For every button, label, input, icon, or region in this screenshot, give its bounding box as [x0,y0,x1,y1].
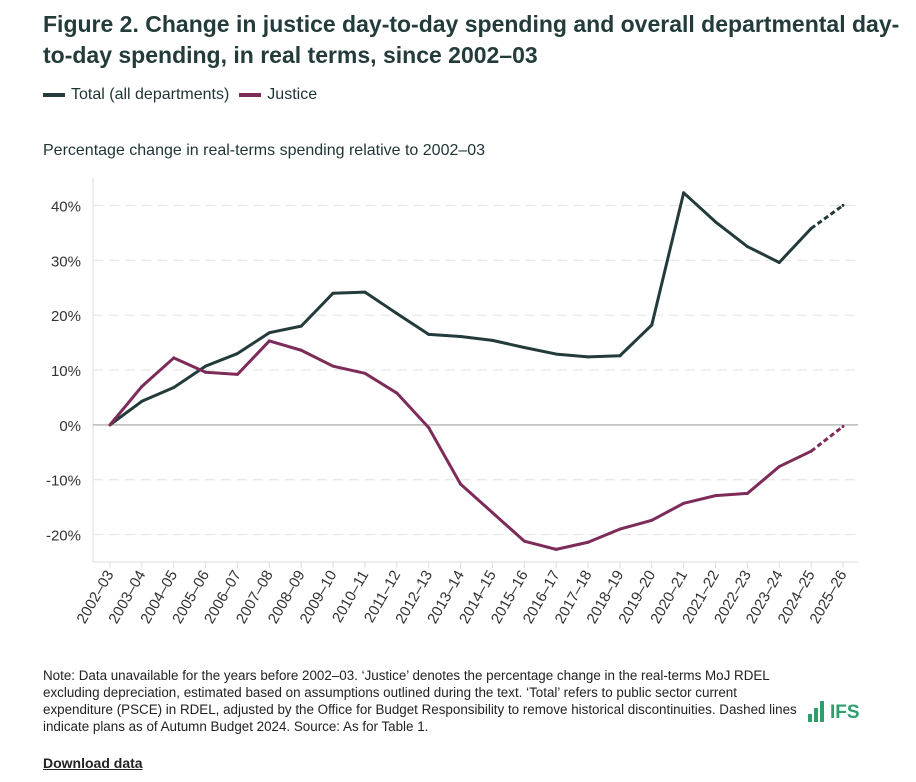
data-point-justice [235,372,239,376]
data-point-total [554,352,558,356]
data-point-justice [459,482,463,486]
y-axis-label: Percentage change in real-terms spending… [43,142,486,159]
data-point-justice [204,370,208,374]
data-point-total [299,324,303,328]
y-tick-label: 30% [51,253,81,270]
legend: Total (all departments) Justice [43,86,317,104]
data-point-justice [140,384,144,388]
data-point-total [331,291,335,295]
legend-label-total: Total (all departments) [71,86,230,103]
data-point-justice [745,491,749,495]
data-point-total [490,338,494,342]
y-tick-label: 0% [59,418,81,435]
data-point-justice [172,356,176,360]
data-point-total [522,346,526,350]
data-point-total [586,355,590,359]
data-point-justice [363,371,367,375]
legend-swatch-justice [239,93,262,97]
line-chart: -20%-10%0%10%20%30%40%2002–032003–042004… [46,178,858,627]
data-point-justice [108,423,112,427]
data-point-justice [427,426,431,430]
series-line-justice [108,339,812,551]
data-point-total [204,364,208,368]
data-point-total [363,290,367,294]
legend-swatch-total [43,93,65,97]
y-tick-label: 40% [51,198,81,215]
legend-item-total: Total (all departments) [43,86,229,104]
data-point-total [459,335,463,339]
legend-label-justice: Justice [267,86,318,103]
y-tick-label: 20% [51,308,81,325]
data-point-total [809,226,813,230]
data-point-total [682,191,686,195]
data-point-justice [490,511,494,515]
data-point-total [395,311,399,315]
data-point-justice [522,539,526,543]
ifs-logo: IFS [808,701,860,722]
data-point-justice [267,339,271,343]
data-point-justice [554,547,558,551]
data-point-justice [586,540,590,544]
y-tick-label: -10% [46,473,81,490]
data-point-total [172,386,176,390]
data-point-justice [841,425,845,429]
data-point-total [427,332,431,336]
data-point-justice [650,518,654,522]
y-tick-label: 10% [51,363,81,380]
figure-title: Figure 2. Change in justice day-to-day s… [43,11,900,68]
ifs-logo-text: IFS [830,702,860,723]
data-point-justice [714,494,718,498]
data-point-total [267,331,271,335]
series-dashed-total [810,204,844,230]
legend-item-justice: Justice [239,86,317,104]
figure-note: Note: Data unavailable for the years bef… [43,668,797,734]
data-point-justice [299,348,303,352]
data-point-justice [682,501,686,505]
data-point-justice [395,391,399,395]
data-point-justice [331,364,335,368]
y-tick-label: -20% [46,528,81,545]
data-point-justice [618,527,622,531]
data-point-total [745,245,749,249]
data-point-total [235,352,239,356]
data-point-total [618,354,622,358]
data-point-justice [809,449,813,453]
data-point-total [714,220,718,224]
data-point-total [650,323,654,327]
data-point-justice [777,465,781,469]
data-point-total [777,260,781,264]
series-line-total [109,191,813,427]
series-dashed-justice [810,425,844,453]
data-point-total [841,203,845,207]
data-point-total [140,399,144,403]
download-data-link[interactable]: Download data [43,755,143,771]
